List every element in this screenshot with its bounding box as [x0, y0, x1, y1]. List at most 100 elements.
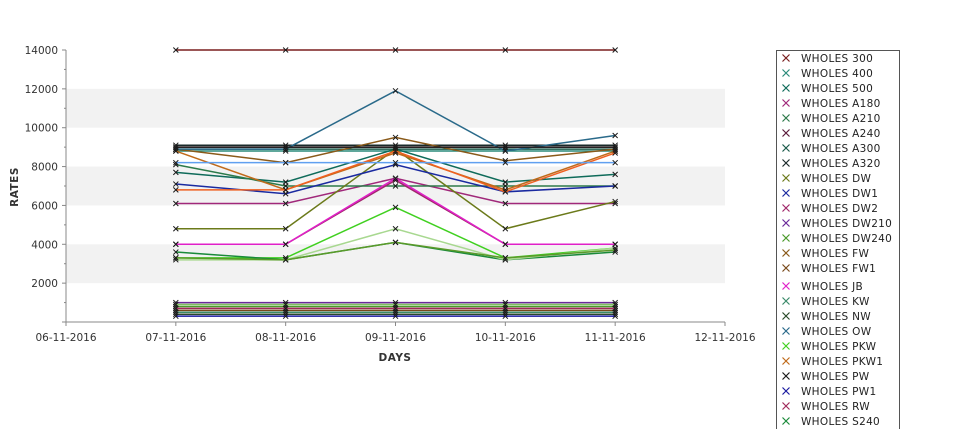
legend-label: WHOLES RW [801, 401, 870, 413]
data-point [392, 47, 399, 53]
legend-label: WHOLES 400 [801, 68, 873, 80]
y-tick-label: 12000 [25, 84, 58, 96]
legend-marker [782, 387, 790, 395]
data-point [502, 144, 509, 150]
data-point [612, 198, 619, 205]
grid-band [66, 88, 725, 128]
legend-label: WHOLES KW [801, 296, 870, 308]
data-point [172, 200, 179, 207]
x-tick-label: 11-11-2016 [585, 332, 646, 344]
legend-label: WHOLES A240 [801, 128, 881, 140]
legend-label: WHOLES PW [801, 371, 870, 383]
data-point [282, 225, 289, 232]
legend-label: WHOLES A300 [801, 143, 881, 155]
data-point [172, 313, 179, 320]
legend-label: WHOLES A320 [801, 158, 881, 170]
data-point [502, 255, 509, 261]
legend-label: WHOLES DW2 [801, 203, 878, 215]
data-point [172, 225, 179, 232]
x-tick-label: 10-11-2016 [475, 332, 536, 344]
legend-label: WHOLES PW1 [801, 386, 876, 398]
data-point [612, 183, 619, 189]
x-tick-label: 09-11-2016 [365, 332, 426, 344]
y-tick-label: 2000 [31, 278, 58, 290]
legend-marker [782, 159, 790, 167]
legend-marker [782, 189, 790, 197]
data-point [392, 134, 399, 141]
legend-label: WHOLES OW [801, 326, 872, 338]
data-point [282, 301, 289, 308]
data-point [282, 144, 289, 150]
data-point [612, 150, 619, 156]
x-tick-label: 06-11-2016 [35, 332, 96, 344]
data-point [392, 239, 399, 246]
data-point [392, 175, 399, 182]
series-lines [172, 47, 619, 320]
legend-marker [782, 342, 790, 350]
legend-marker [782, 99, 790, 107]
x-axis-title: DAYS [378, 352, 411, 364]
data-point [172, 249, 179, 255]
legend-marker [782, 249, 790, 257]
data-point [502, 188, 509, 195]
legend-marker [782, 219, 790, 227]
legend-label: WHOLES 300 [801, 53, 873, 65]
legend-marker [782, 114, 790, 122]
legend-marker [782, 402, 790, 410]
data-point [172, 47, 179, 53]
data-point [392, 313, 399, 320]
legend-marker [782, 144, 790, 152]
legend-marker [782, 129, 790, 137]
legend-label: WHOLES NW [801, 311, 871, 323]
data-point [172, 301, 179, 308]
legend-marker [782, 372, 790, 380]
legend-marker [782, 84, 790, 92]
data-point [282, 256, 289, 263]
x-axis: 06-11-2016 07-11-2016 08-11-2016 09-11-2016… [35, 321, 756, 344]
legend-marker [782, 417, 790, 425]
y-axis: 2000 4000 6000 8000 10000 12000 14000 [25, 45, 67, 323]
legend-marker [782, 297, 790, 305]
data-point [172, 187, 179, 193]
data-point [612, 171, 619, 178]
legend-marker [782, 282, 790, 290]
data-point [502, 301, 509, 308]
legend-marker [782, 204, 790, 212]
x-tick-label: 08-11-2016 [255, 332, 316, 344]
data-point [502, 313, 509, 320]
data-point [172, 169, 179, 176]
data-point [392, 225, 399, 232]
data-point [612, 159, 619, 166]
legend-label: WHOLES FW1 [801, 263, 876, 275]
legend-label: WHOLES A210 [801, 113, 881, 125]
data-point [392, 204, 399, 211]
data-point [172, 241, 179, 248]
legend-marker [782, 69, 790, 77]
legend-label: WHOLES JB [801, 281, 863, 293]
data-point [172, 159, 179, 166]
y-tick-label: 6000 [31, 200, 58, 212]
legend-label: WHOLES DW [801, 173, 872, 185]
legend-marker [782, 54, 790, 62]
data-point [612, 132, 619, 139]
legend-marker [782, 264, 790, 272]
data-point [612, 144, 619, 150]
grid-band [66, 244, 725, 284]
legend: WHOLES 300 WHOLES 400 WHOLES 500 WHOLES A18… [776, 50, 900, 429]
data-point [392, 148, 399, 154]
data-point [612, 247, 619, 253]
legend-marker [782, 312, 790, 320]
data-point [612, 47, 619, 53]
data-point [392, 159, 399, 166]
data-point [612, 313, 619, 320]
data-point [282, 241, 289, 248]
legend-label: WHOLES FW [801, 248, 869, 260]
y-tick-label: 4000 [31, 239, 58, 251]
legend-label: WHOLES DW1 [801, 188, 878, 200]
data-point [392, 183, 399, 189]
y-tick-label: 8000 [31, 162, 58, 174]
legend-label: WHOLES DW210 [801, 218, 892, 230]
y-tick-label: 10000 [25, 123, 58, 135]
data-point [282, 187, 289, 193]
data-point [282, 200, 289, 207]
